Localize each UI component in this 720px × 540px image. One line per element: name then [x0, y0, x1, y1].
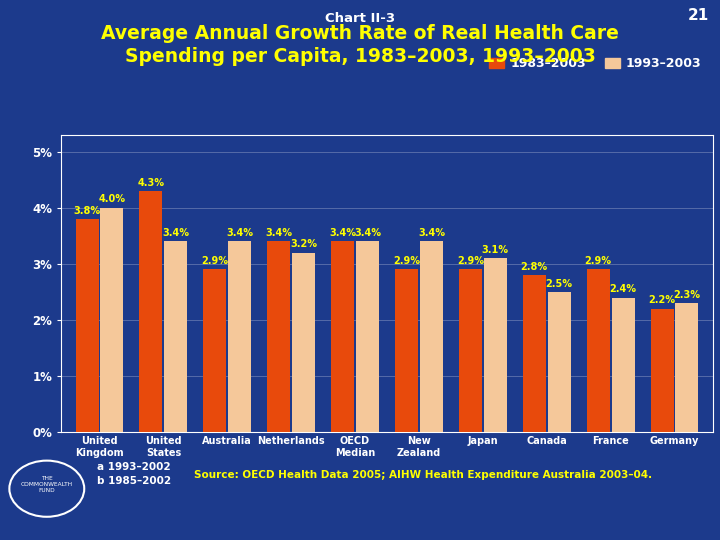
Bar: [587, 269, 610, 432]
Text: 2.8%: 2.8%: [521, 262, 548, 272]
Bar: [203, 269, 226, 432]
Text: 21: 21: [688, 8, 709, 23]
Bar: [76, 219, 99, 432]
Text: Average Annual Growth Rate of Real Health Care
Spending per Capita, 1983–2003, 1: Average Annual Growth Rate of Real Healt…: [101, 24, 619, 66]
Bar: [523, 275, 546, 432]
Text: 3.8%: 3.8%: [73, 206, 101, 215]
Bar: [228, 241, 251, 432]
Text: 2.9%: 2.9%: [393, 256, 420, 266]
Text: 4.0%: 4.0%: [99, 194, 125, 205]
Bar: [140, 191, 163, 432]
Bar: [292, 253, 315, 432]
Text: 3.4%: 3.4%: [354, 228, 381, 238]
Text: 2.9%: 2.9%: [585, 256, 611, 266]
Bar: [356, 241, 379, 432]
Legend: 1983–2003, 1993–2003: 1983–2003, 1993–2003: [484, 52, 706, 75]
Text: 3.4%: 3.4%: [226, 228, 253, 238]
Text: THE
COMMONWEALTH
FUND: THE COMMONWEALTH FUND: [21, 476, 73, 493]
Text: 2.9%: 2.9%: [202, 256, 228, 266]
Text: 2.3%: 2.3%: [673, 290, 701, 300]
Text: 4.3%: 4.3%: [138, 178, 164, 188]
Text: 3.2%: 3.2%: [290, 239, 317, 249]
Text: 3.4%: 3.4%: [329, 228, 356, 238]
Bar: [484, 258, 507, 432]
Text: b 1985–2002: b 1985–2002: [97, 476, 171, 487]
Text: 2.5%: 2.5%: [546, 279, 572, 288]
Bar: [548, 292, 571, 432]
Text: 2.2%: 2.2%: [649, 295, 675, 305]
Bar: [164, 241, 187, 432]
Bar: [101, 208, 124, 432]
Bar: [650, 309, 673, 432]
Bar: [611, 298, 634, 432]
Bar: [331, 241, 354, 432]
Bar: [420, 241, 443, 432]
Text: a 1993–2002: a 1993–2002: [97, 462, 171, 472]
Text: 2.4%: 2.4%: [610, 284, 636, 294]
Bar: [267, 241, 290, 432]
Text: 2.9%: 2.9%: [457, 256, 484, 266]
Text: Source: OECD Health Data 2005; AIHW Health Expenditure Australia 2003–04.: Source: OECD Health Data 2005; AIHW Heal…: [194, 470, 652, 480]
Text: 3.4%: 3.4%: [163, 228, 189, 238]
Text: 3.4%: 3.4%: [418, 228, 445, 238]
Bar: [675, 303, 698, 432]
Bar: [395, 269, 418, 432]
Bar: [459, 269, 482, 432]
Text: 3.1%: 3.1%: [482, 245, 509, 255]
Text: Chart II-3: Chart II-3: [325, 12, 395, 25]
Text: 3.4%: 3.4%: [265, 228, 292, 238]
